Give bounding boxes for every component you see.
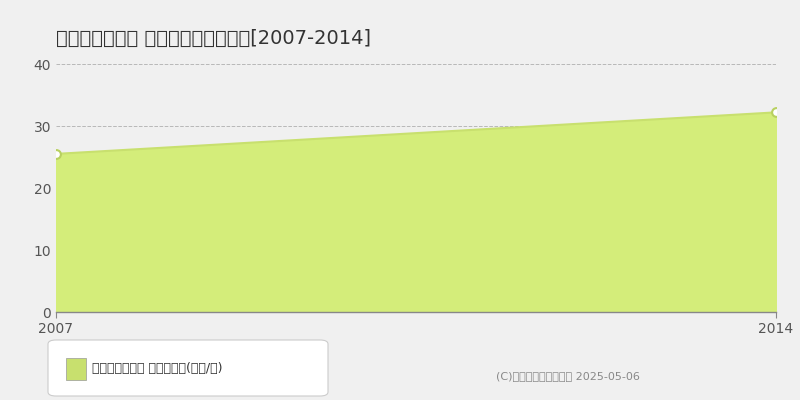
Point (770, 109, 782, 116)
Point (50, 151, 62, 157)
Text: 白山市八ツ矢町 マンション価格推移[2007-2014]: 白山市八ツ矢町 マンション価格推移[2007-2014] (56, 29, 371, 48)
Text: (C)土地価格ドットコム 2025-05-06: (C)土地価格ドットコム 2025-05-06 (496, 371, 640, 381)
Text: マンション価格 平均坪単価(万円/坪): マンション価格 平均坪単価(万円/坪) (92, 362, 222, 374)
